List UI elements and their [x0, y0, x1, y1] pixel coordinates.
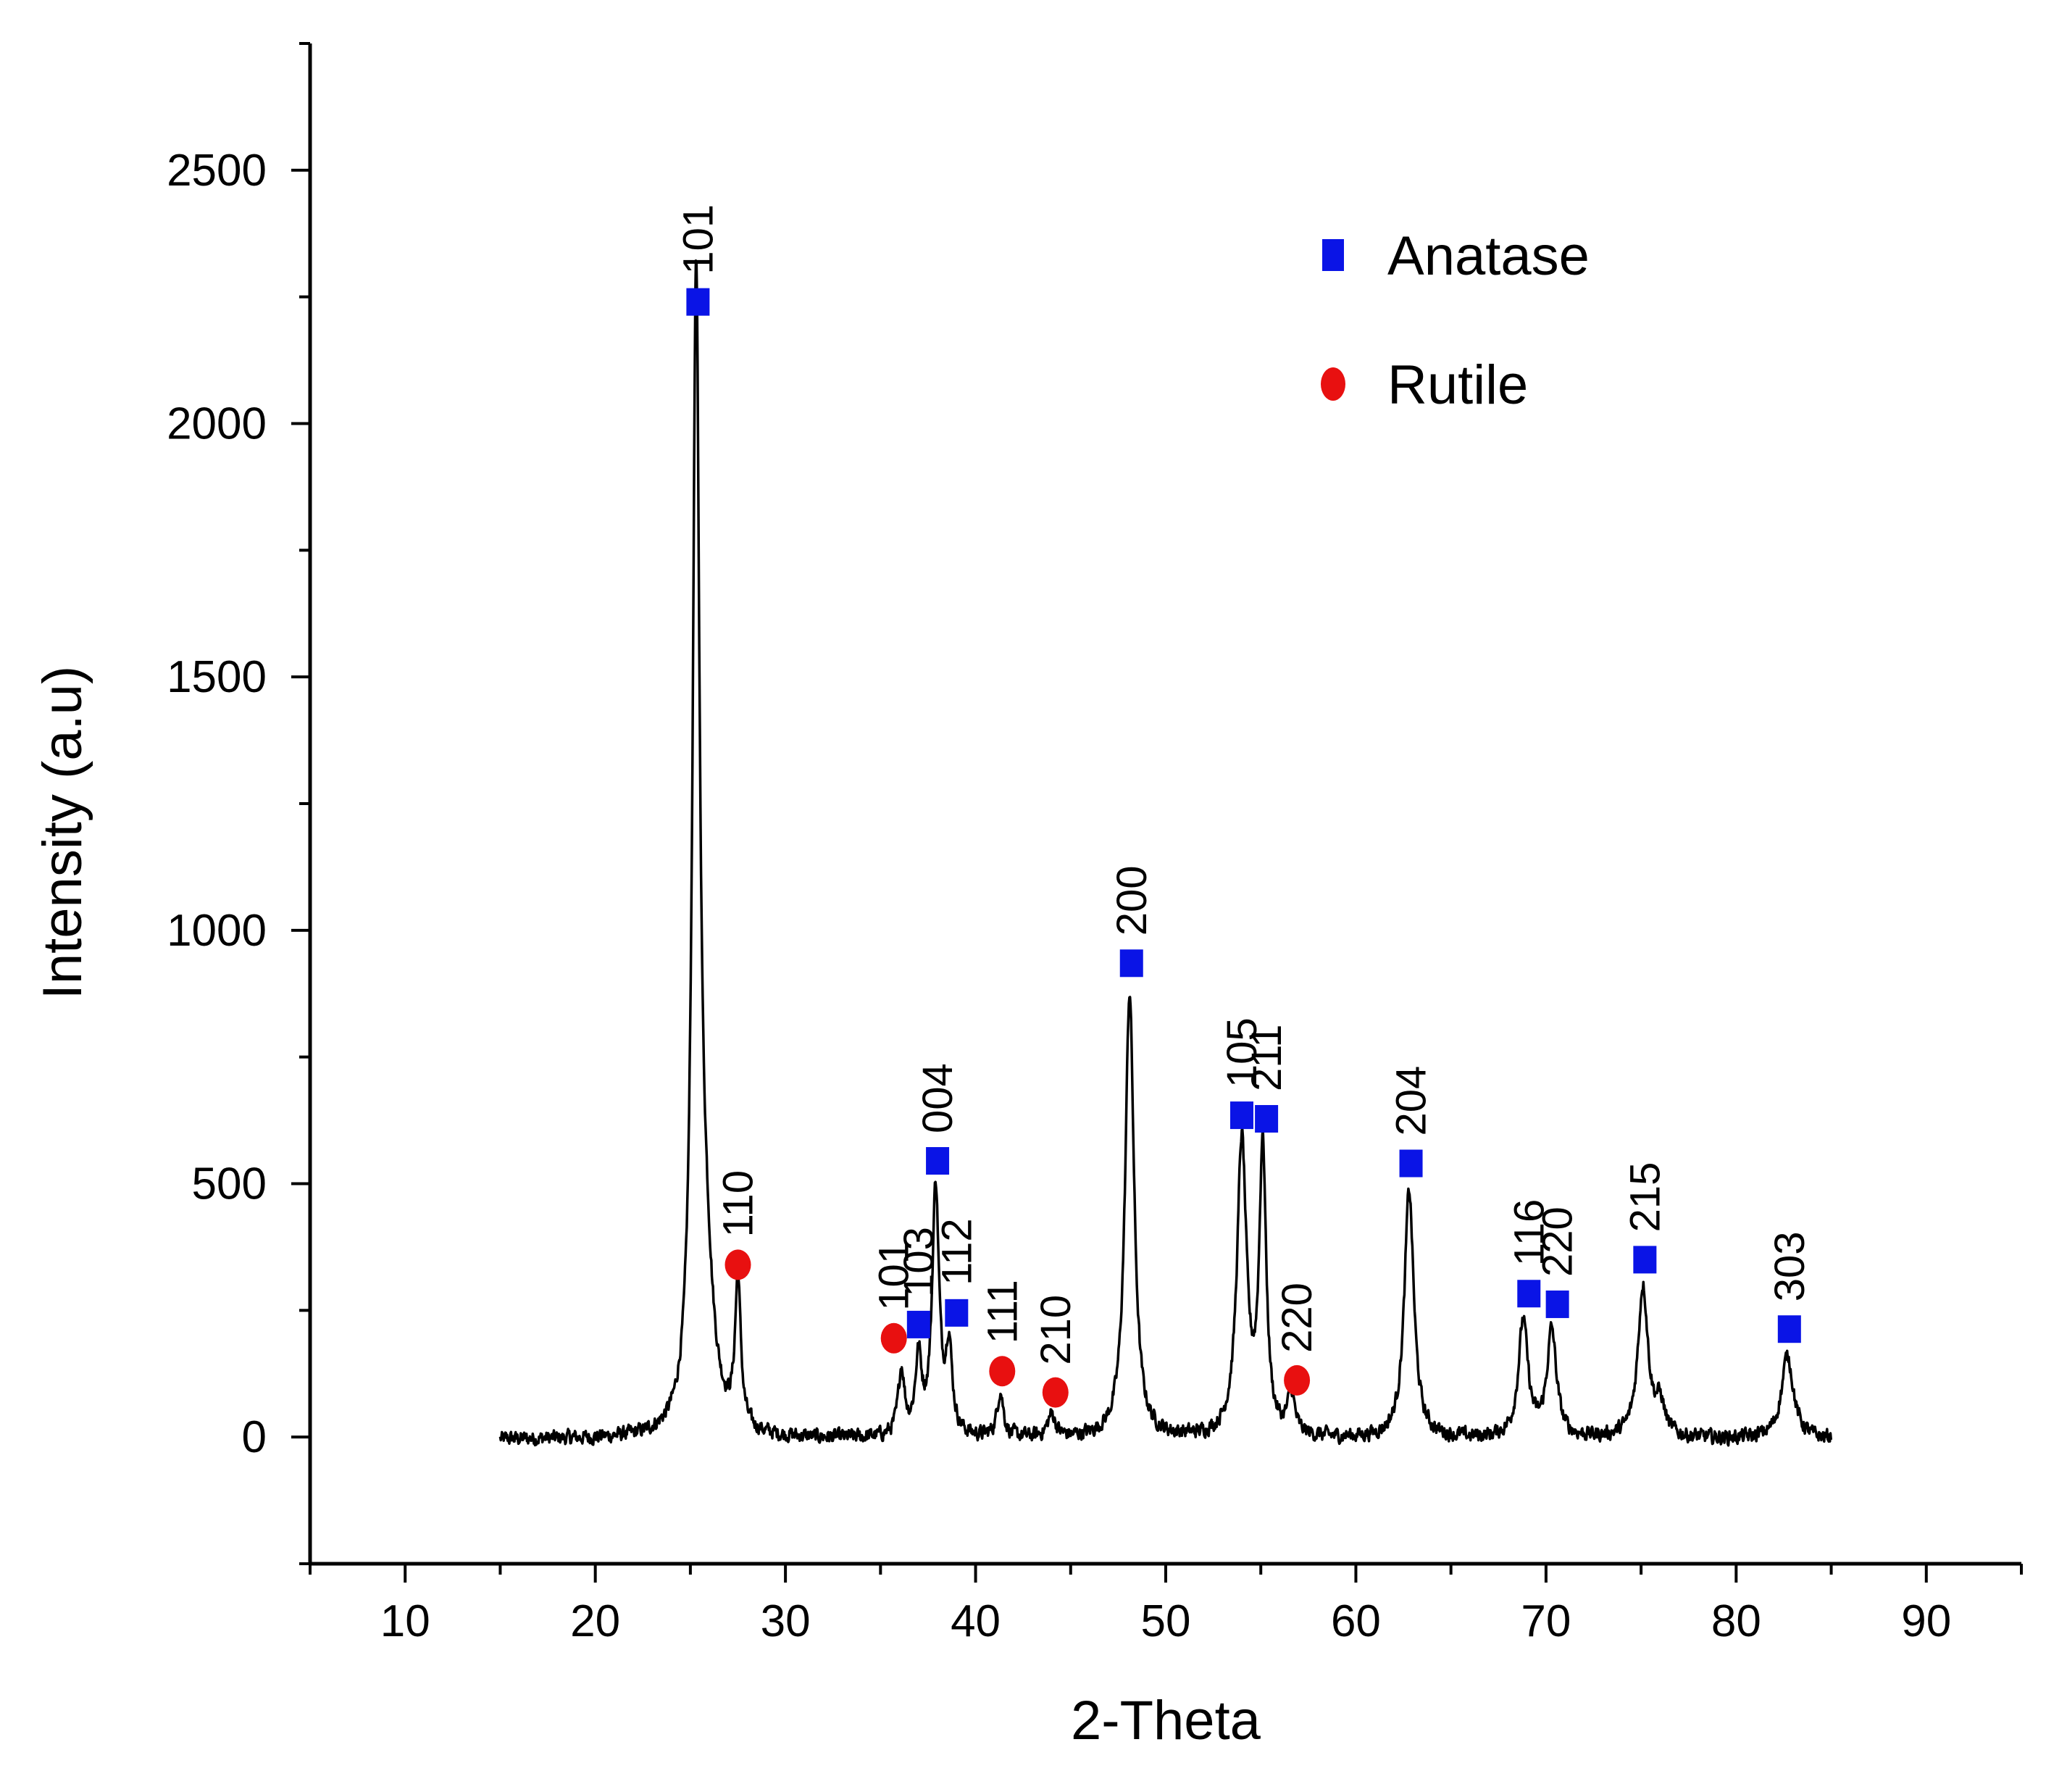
rutile-marker: [1042, 1377, 1069, 1408]
x-tick-label: 90: [1901, 1596, 1951, 1646]
anatase-marker: [1255, 1104, 1279, 1133]
legend-rutile-marker: [1321, 367, 1345, 401]
anatase-marker: [1633, 1246, 1657, 1274]
anatase-marker: [1517, 1280, 1541, 1308]
peak-label-004: 004: [914, 1063, 961, 1133]
xrd-trace: [498, 259, 1833, 1447]
y-tick-label: 1500: [167, 652, 267, 702]
y-tick-label: 1000: [167, 906, 267, 956]
x-tick-label: 10: [380, 1596, 430, 1646]
x-tick-label: 70: [1521, 1596, 1571, 1646]
anatase-marker: [926, 1147, 950, 1175]
peak-label-105: 105: [1219, 1017, 1266, 1088]
anatase-marker: [945, 1299, 969, 1327]
rutile-marker: [989, 1356, 1016, 1387]
y-axis-title: Intensity (a.u): [32, 666, 93, 999]
trace-layer: [498, 259, 1833, 1447]
peak-label-211: 211: [1243, 1025, 1290, 1091]
peak-label-101: 101: [871, 1241, 918, 1311]
x-tick-label: 30: [761, 1596, 811, 1646]
x-tick-label: 80: [1711, 1596, 1761, 1646]
peak-label-101: 101: [675, 204, 722, 275]
axes: 10 20 30 40 50 60 70 80 90 0 500 1000 1500 2000 2500: [167, 42, 2023, 1646]
peak-label-112: 112: [933, 1218, 980, 1285]
peak-label-215: 215: [1621, 1162, 1669, 1233]
peak-label-303: 303: [1766, 1231, 1813, 1301]
peak-label-200: 200: [1108, 866, 1156, 936]
rutile-marker: [725, 1249, 751, 1280]
anatase-marker: [686, 288, 710, 316]
anatase-marker: [1119, 949, 1143, 978]
legend-label-anatase: Anatase: [1387, 225, 1590, 287]
y-tick-label: 2000: [167, 399, 267, 449]
anatase-marker: [906, 1310, 930, 1338]
peak-label-210: 210: [1032, 1295, 1080, 1365]
x-tick-label: 40: [951, 1596, 1001, 1646]
anatase-marker: [1229, 1101, 1253, 1130]
peak-label-111: 111: [979, 1280, 1026, 1343]
anatase-marker: [1777, 1315, 1801, 1343]
peak-label-116: 116: [1506, 1199, 1553, 1266]
peak-label-204: 204: [1388, 1066, 1435, 1136]
legend: Anatase Rutile: [1321, 225, 1590, 416]
peak-label-220: 220: [1274, 1283, 1321, 1353]
legend-label-rutile: Rutile: [1387, 354, 1528, 416]
anatase-marker: [1399, 1149, 1423, 1178]
x-tick-label: 50: [1141, 1596, 1191, 1646]
anatase-marker: [1545, 1290, 1569, 1318]
y-tick-label: 500: [192, 1159, 267, 1209]
rutile-marker: [880, 1322, 907, 1354]
y-tick-label: 0: [242, 1412, 267, 1462]
x-tick-label: 20: [570, 1596, 620, 1646]
y-tick-label: 2500: [167, 146, 267, 196]
rutile-marker: [1284, 1364, 1311, 1396]
peak-label-220: 220: [1534, 1207, 1582, 1277]
peak-label-110: 110: [715, 1170, 762, 1237]
x-tick-label: 60: [1331, 1596, 1381, 1646]
peak-label-103: 103: [895, 1227, 943, 1297]
legend-anatase-marker: [1322, 239, 1344, 271]
x-axis-title: 2-Theta: [1071, 1690, 1261, 1751]
